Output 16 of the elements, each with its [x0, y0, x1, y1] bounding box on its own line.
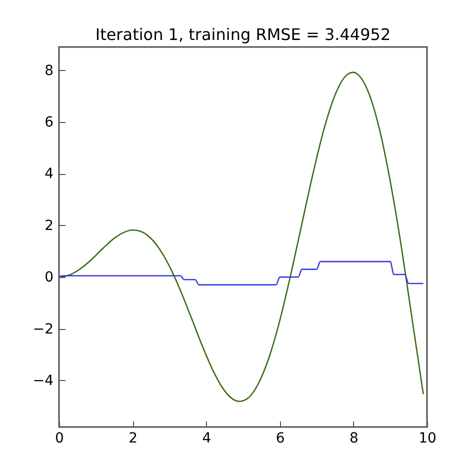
- x-tick-label: 6: [276, 430, 285, 446]
- x-tick-label: 0: [55, 430, 64, 446]
- y-tick-label: 6: [44, 114, 54, 130]
- y-tick-label: 4: [44, 166, 54, 182]
- line-series: [58, 72, 424, 402]
- x-tick-label: 10: [418, 430, 436, 446]
- x-tick-label: 2: [128, 430, 138, 446]
- y-tick-label: 0: [44, 270, 54, 286]
- y-tick-label: −4: [32, 372, 54, 389]
- chart-title: Iteration 1, training RMSE = 3.44952: [95, 25, 391, 44]
- x-tick-label: 4: [202, 430, 212, 446]
- y-tick-label: 8: [44, 62, 54, 79]
- y-tick-label: −2: [32, 321, 54, 338]
- line-series: [58, 260, 424, 286]
- y-tick-label: 2: [44, 218, 54, 234]
- x-tick-label: 8: [349, 430, 358, 446]
